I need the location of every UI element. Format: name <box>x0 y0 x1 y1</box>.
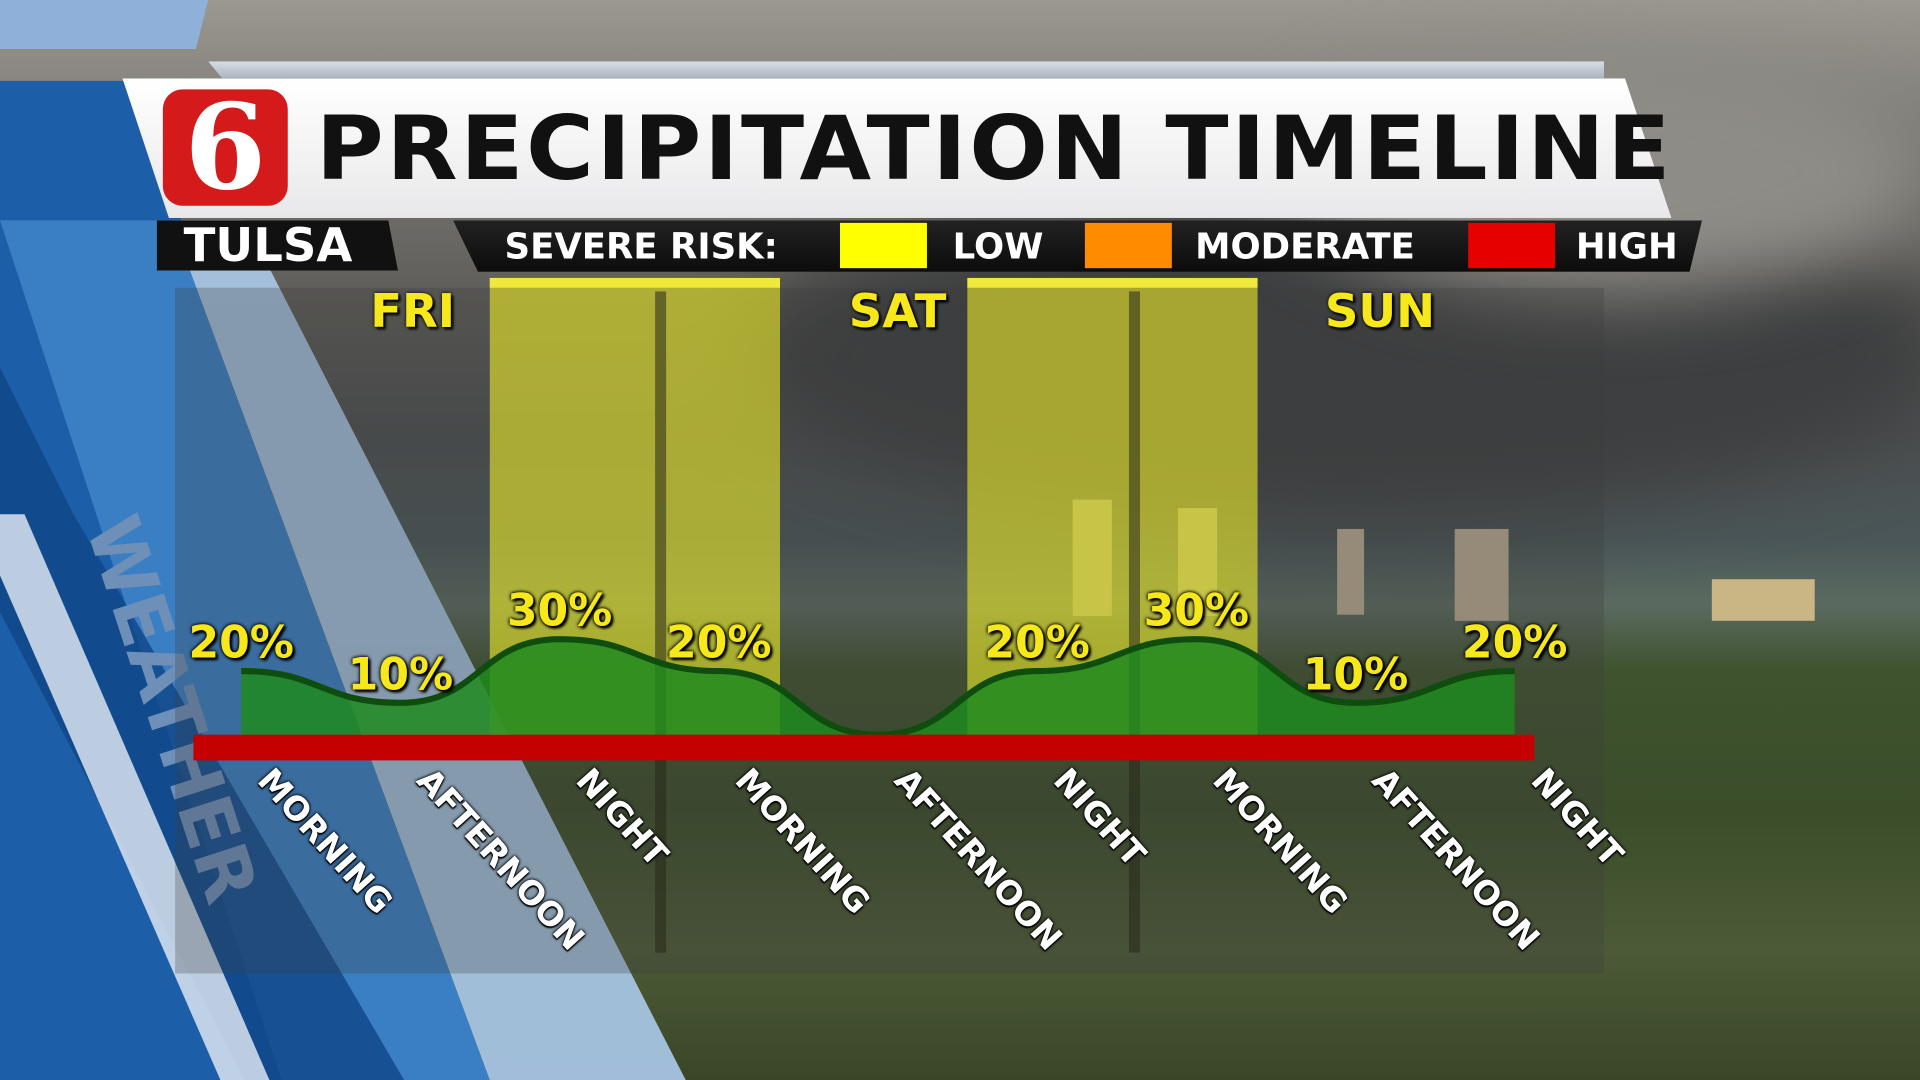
day-label-sun: SUN <box>1324 284 1436 338</box>
day-divider <box>1128 291 1141 953</box>
precip-line <box>241 636 1515 738</box>
title-bar <box>122 78 1672 218</box>
data-label: 30% <box>506 586 613 637</box>
data-label: 20% <box>188 618 294 669</box>
station-logo: 6 <box>162 89 288 206</box>
page-title: PRECIPITATION TIMELINE <box>315 96 1674 200</box>
legend-label-high: HIGH <box>1575 225 1678 267</box>
legend-swatch-high <box>1468 222 1556 269</box>
building <box>1454 528 1509 621</box>
data-label: 20% <box>666 618 772 669</box>
day-divider <box>655 291 667 953</box>
building <box>1337 528 1365 615</box>
legend-label-low: LOW <box>952 225 1044 267</box>
building <box>1711 579 1815 621</box>
legend-label-moderate: MODERATE <box>1195 225 1415 267</box>
city-label: TULSA <box>156 220 398 271</box>
data-label: 30% <box>1143 586 1250 637</box>
data-label: 10% <box>347 650 454 701</box>
day-label-sat: SAT <box>848 284 947 338</box>
baseline-high-risk-bar <box>193 734 1535 761</box>
data-label: 20% <box>1461 618 1568 669</box>
chart-area <box>175 287 1605 974</box>
low-risk-band-top <box>967 277 1258 288</box>
day-label-fri: FRI <box>370 284 456 338</box>
legend-swatch-low <box>840 222 927 269</box>
left-stripe-panel: WEATHER <box>0 0 686 1080</box>
legend-title: SEVERE RISK: <box>504 225 778 267</box>
data-label: 20% <box>984 618 1090 669</box>
header-accent <box>208 61 1605 79</box>
precip-area <box>241 639 1515 735</box>
low-risk-band-top <box>489 277 781 288</box>
data-label: 10% <box>1302 650 1409 701</box>
legend-swatch-moderate <box>1084 222 1172 269</box>
